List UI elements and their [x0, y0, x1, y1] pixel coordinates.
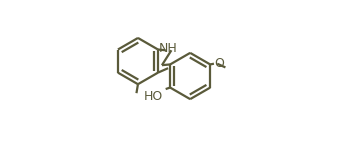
Text: HO: HO [144, 90, 163, 103]
Text: NH: NH [159, 42, 177, 55]
Text: O: O [215, 57, 225, 70]
